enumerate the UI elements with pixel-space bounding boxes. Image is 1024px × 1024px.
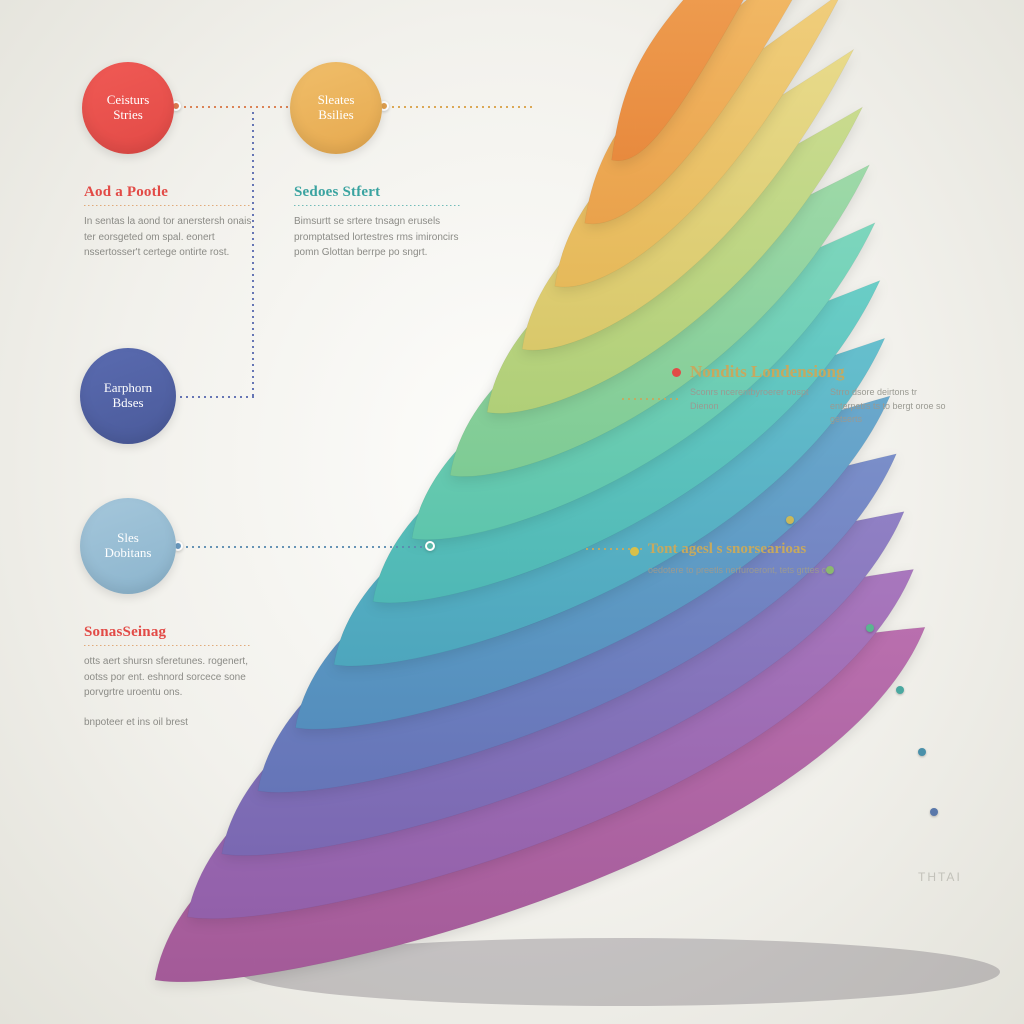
circle-label-bottom: Dobitans <box>105 546 152 561</box>
infographic-stage: CeistursStries SleatesBsilies EarphornBdse… <box>0 0 1024 1024</box>
callout-title: Nondits Londensiong <box>690 362 990 382</box>
block-title: Aod a Pootle <box>84 184 252 201</box>
circle-label-top: Sleates <box>318 93 355 108</box>
circle-label-top: Sles <box>117 531 139 546</box>
text-block-b3: SonasSeinag otts aert shursn sferetunes. … <box>84 624 252 730</box>
block-footnote: bnpoteer et ins oil brest <box>84 715 252 731</box>
circle-label-top: Earphorn <box>104 381 152 396</box>
callout-dot <box>672 368 681 377</box>
circle-label-top: Ceisturs <box>107 93 150 108</box>
category-circle-c1: CeistursStries <box>82 62 174 154</box>
category-circle-c3: EarphornBdses <box>80 348 176 444</box>
edge-dot <box>866 624 874 632</box>
edge-dot <box>786 516 794 524</box>
circle-label-bottom: Stries <box>113 108 143 123</box>
connector-v <box>252 110 254 400</box>
callout-r1: Nondits Londensiong Sconrs ncerentbyroere… <box>690 362 990 427</box>
callout-dot <box>630 547 639 556</box>
edge-dot <box>896 686 904 694</box>
block-title: SonasSeinag <box>84 624 252 641</box>
block-body: In sentas la aond tor anerstersh onais t… <box>84 214 252 261</box>
block-body: otts aert shursn sferetunes. rogenert, o… <box>84 654 252 701</box>
connector-h <box>178 396 254 398</box>
connector-h <box>178 546 432 548</box>
connector-h <box>384 106 534 108</box>
block-title: Sedoes Stfert <box>294 184 462 201</box>
circle-label-bottom: Bdses <box>112 396 143 411</box>
callout-r2: Tont agesl s snorsearioas oedotere to pre… <box>648 541 948 578</box>
callout-col-text: Strro dsore deirtons tr enterpetrs ts to… <box>830 386 950 427</box>
edge-dot <box>918 748 926 756</box>
connector-h <box>176 106 288 108</box>
text-block-b2: Sedoes Stfert Bimsurtt se srtere tnsagn e… <box>294 184 462 261</box>
circle-label-bottom: Bsilies <box>318 108 353 123</box>
block-rule <box>84 645 252 646</box>
edge-dot <box>930 808 938 816</box>
category-circle-c4: SlesDobitans <box>80 498 176 594</box>
block-rule <box>84 205 252 206</box>
edge-dot <box>826 566 834 574</box>
connector-node <box>425 541 435 551</box>
block-rule <box>294 205 462 206</box>
callout-col-text: Sconrs ncerentbyroerer oospt Dienon <box>690 386 810 413</box>
watermark-text: THTAI <box>918 870 962 884</box>
text-block-b1: Aod a Pootle In sentas la aond tor anerst… <box>84 184 252 261</box>
callout-title: Tont agesl s snorsearioas <box>648 541 948 558</box>
connector-h <box>620 398 682 400</box>
category-circle-c2: SleatesBsilies <box>290 62 382 154</box>
block-body: Bimsurtt se srtere tnsagn erusels prompt… <box>294 214 462 261</box>
callout-subtext: oedotere to preetls nerfuroeront, tets g… <box>648 564 948 578</box>
